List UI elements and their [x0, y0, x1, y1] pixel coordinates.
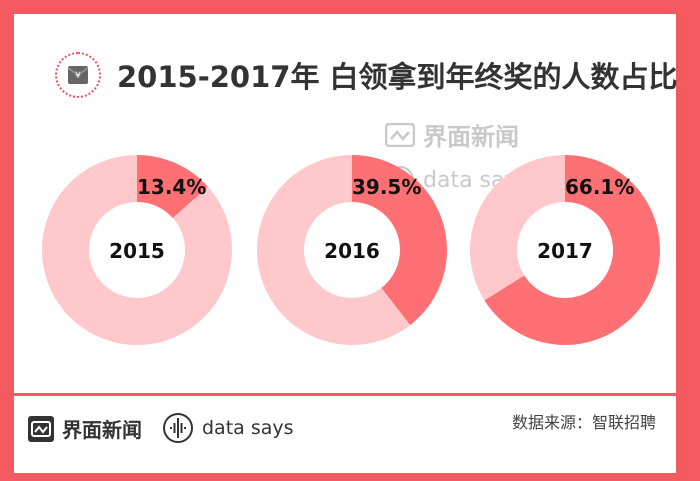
brand-logo-icon: [385, 122, 415, 147]
donut-rest-slice-2016: [257, 155, 411, 346]
data-source: 数据来源：智联招聘: [511, 413, 656, 432]
donut-value-label: 66.1%: [565, 175, 634, 199]
donut-year-label: 2017: [537, 239, 593, 263]
watermark-brand: 界面新闻: [385, 117, 519, 152]
watermark-brand-text: 界面新闻: [423, 123, 519, 151]
donut-value-slice-2015: [137, 155, 208, 219]
donut-value-label: 39.5%: [352, 175, 421, 199]
border-right: [676, 0, 700, 481]
red-envelope-icon: ¥: [55, 52, 101, 98]
donut-rest-slice-2015: [42, 155, 233, 345]
footer-brand-text: 界面新闻: [62, 418, 142, 442]
donut-value-label: 13.4%: [137, 175, 206, 199]
title-row: ¥ 2015-2017年 白领拿到年终奖的人数占比: [55, 50, 678, 100]
border-bottom: [0, 473, 700, 481]
svg-text:¥: ¥: [75, 71, 81, 81]
donut-year-label: 2015: [109, 239, 165, 263]
footer-datasays: data says: [162, 412, 294, 444]
border-top: [0, 0, 700, 14]
donut-value-slice-2017: [484, 155, 660, 345]
donut-value-slice-2016: [352, 155, 447, 326]
footer-datasays-logo-icon: [163, 413, 193, 443]
footer-brand: 界面新闻: [28, 414, 142, 443]
footer-divider: [14, 393, 676, 396]
border-left: [0, 0, 14, 481]
donut-rest-slice-2017: [469, 155, 565, 301]
donut-year-label: 2016: [324, 239, 380, 263]
footer-brand-logo-icon: [28, 415, 54, 442]
footer-datasays-text: data says: [202, 417, 294, 439]
chart-title: 2015-2017年 白领拿到年终奖的人数占比: [117, 60, 678, 94]
